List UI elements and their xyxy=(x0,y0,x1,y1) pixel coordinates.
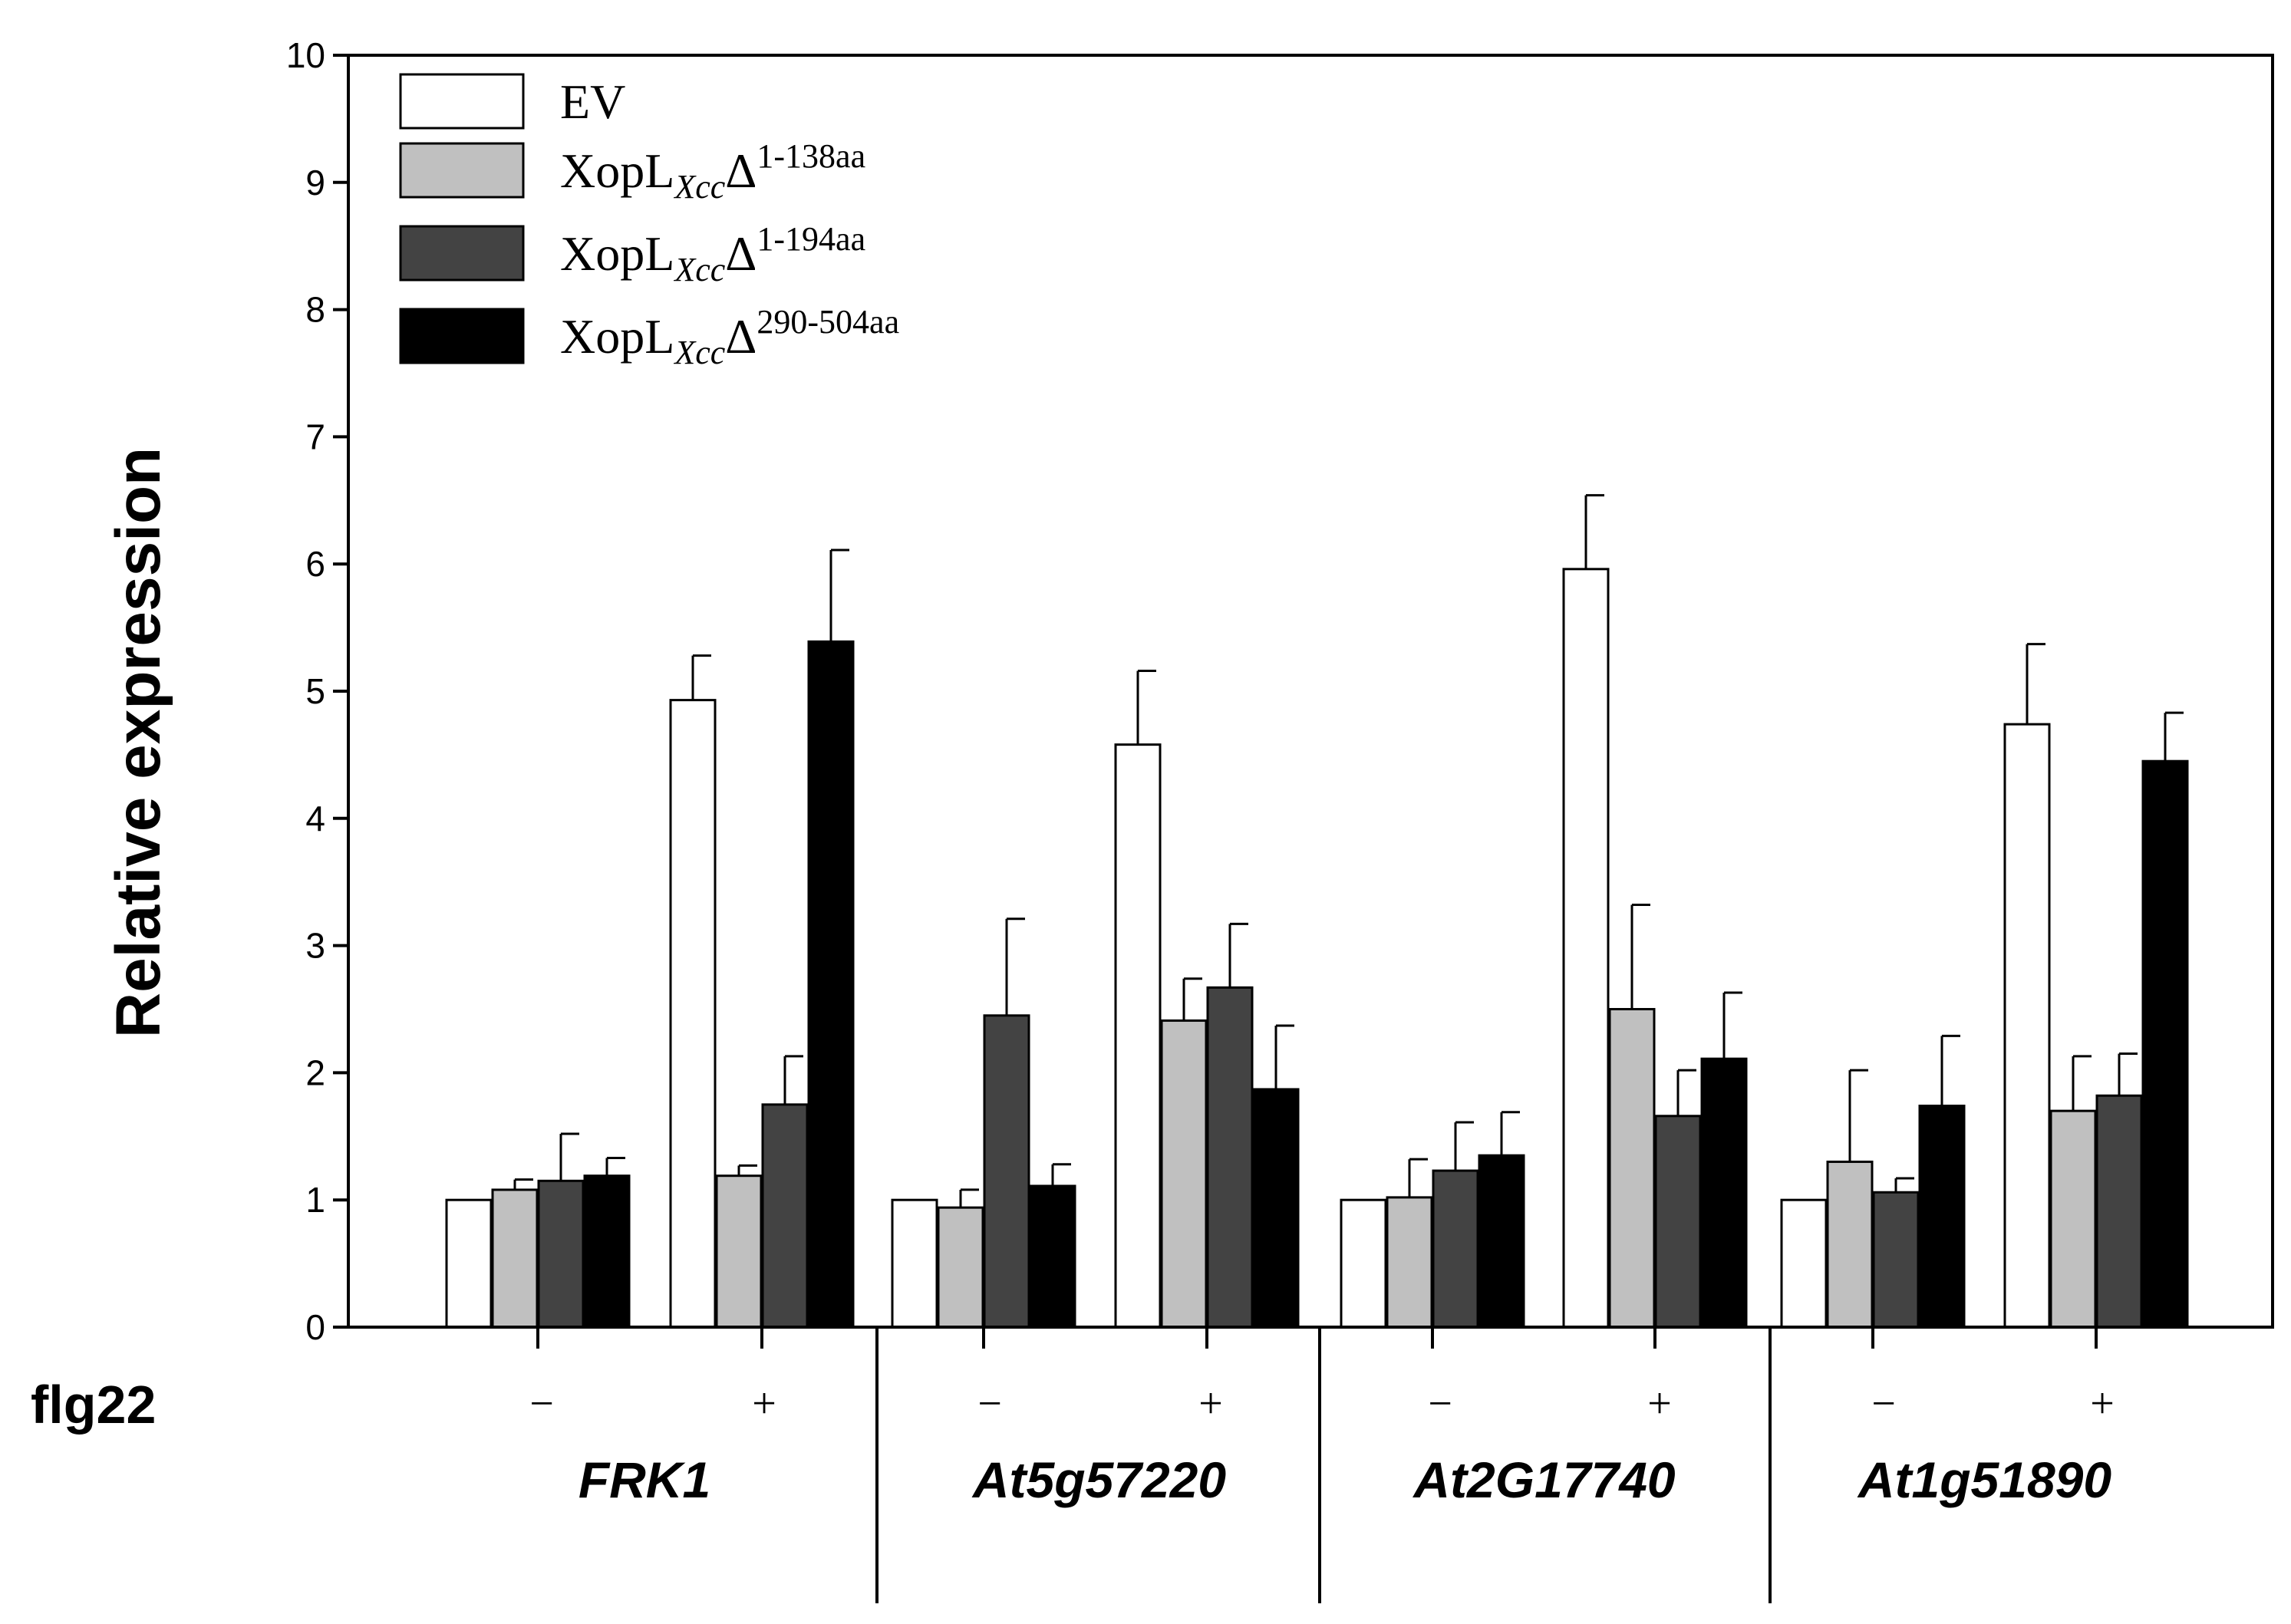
legend-label: XopLXccΔ290-504aa xyxy=(560,303,899,371)
bar xyxy=(1872,1191,1920,1329)
bar xyxy=(1252,1088,1300,1329)
legend-subscript: Xcc xyxy=(673,334,725,371)
bar xyxy=(761,1103,809,1329)
gene-label: At5g57220 xyxy=(971,1451,1226,1508)
bar xyxy=(491,1188,539,1329)
y-tick-label: 5 xyxy=(305,671,325,711)
bar xyxy=(1029,1184,1076,1329)
treatment-sign: − xyxy=(977,1380,1002,1428)
gene-label: At1g51890 xyxy=(1857,1451,2111,1508)
legend-label: XopLXccΔ1-138aa xyxy=(560,137,865,206)
bar xyxy=(715,1174,763,1329)
y-tick-label: 8 xyxy=(305,290,325,330)
y-tick-label: 1 xyxy=(305,1180,325,1220)
legend-swatch xyxy=(399,73,525,130)
bar xyxy=(807,640,855,1329)
legend-label: EV xyxy=(560,74,625,129)
bar xyxy=(1432,1169,1479,1329)
bar xyxy=(583,1174,631,1329)
legend: EVXopLXccΔ1-138aaXopLXccΔ1-194aaXopLXccΔ… xyxy=(399,73,899,371)
y-tick-label: 0 xyxy=(305,1307,325,1347)
bar xyxy=(1700,1057,1748,1329)
y-ticks: 0 1 2 3 4 5 6 7 8 9 10 xyxy=(286,35,348,1347)
bars-layer xyxy=(445,494,2189,1329)
legend-main-text: XopL xyxy=(560,143,674,198)
bar xyxy=(445,1198,493,1329)
bar xyxy=(1826,1160,1874,1329)
bar xyxy=(669,699,717,1329)
bar xyxy=(1780,1198,1828,1329)
bar xyxy=(2049,1109,2097,1329)
bar xyxy=(1478,1154,1525,1329)
bar xyxy=(2095,1094,2143,1329)
legend-label: XopLXccΔ1-194aa xyxy=(560,220,865,288)
legend-delta: Δ xyxy=(725,309,757,364)
bar xyxy=(1562,568,1610,1329)
legend-subscript: Xcc xyxy=(673,168,725,206)
y-tick-label: 3 xyxy=(305,926,325,966)
bar xyxy=(2003,723,2051,1329)
legend-superscript: 1-138aa xyxy=(757,137,865,175)
bar xyxy=(1654,1115,1702,1329)
treatment-sign: + xyxy=(2090,1380,2115,1428)
legend-swatch xyxy=(399,225,525,282)
legend-main-text: XopL xyxy=(560,309,674,364)
bar xyxy=(1206,986,1254,1329)
gene-label: FRK1 xyxy=(579,1451,710,1508)
y-tick-label: 9 xyxy=(305,163,325,203)
y-tick-label: 4 xyxy=(305,799,325,838)
gene-label: At2G17740 xyxy=(1412,1451,1676,1508)
treatment-sign: − xyxy=(1428,1380,1452,1428)
bar xyxy=(891,1198,938,1329)
legend-superscript: 290-504aa xyxy=(757,303,899,341)
y-tick-label: 2 xyxy=(305,1052,325,1092)
y-tick-label: 10 xyxy=(286,35,325,75)
bar xyxy=(983,1014,1030,1329)
legend-swatch xyxy=(399,142,525,199)
treatment-sign: + xyxy=(1647,1380,1672,1428)
y-tick-label: 7 xyxy=(305,417,325,456)
legend-delta: Δ xyxy=(725,226,757,281)
bar xyxy=(1114,743,1162,1329)
treatment-sign: − xyxy=(1871,1380,1896,1428)
flg22-label: flg22 xyxy=(31,1375,156,1435)
legend-swatch xyxy=(399,308,525,364)
treatment-sign: + xyxy=(752,1380,776,1428)
legend-superscript: 1-194aa xyxy=(757,220,865,258)
x-groups: − + − + − + − + FRK1 At5g57220 At2G17740 At1g51890 xyxy=(529,1327,2115,1603)
bar xyxy=(1918,1105,1966,1329)
bar xyxy=(937,1206,984,1329)
bar xyxy=(1340,1198,1387,1329)
y-tick-label: 6 xyxy=(305,544,325,584)
bar xyxy=(1160,1019,1208,1329)
treatment-sign: − xyxy=(529,1380,554,1428)
treatment-sign: + xyxy=(1198,1380,1223,1428)
bar xyxy=(2141,759,2189,1329)
legend-delta: Δ xyxy=(725,143,757,198)
bar xyxy=(1386,1196,1433,1329)
y-axis-title: Relative expression xyxy=(104,447,173,1038)
bar xyxy=(1608,1008,1656,1329)
legend-main-text: XopL xyxy=(560,226,674,281)
legend-subscript: Xcc xyxy=(673,251,725,288)
bar xyxy=(537,1179,585,1329)
